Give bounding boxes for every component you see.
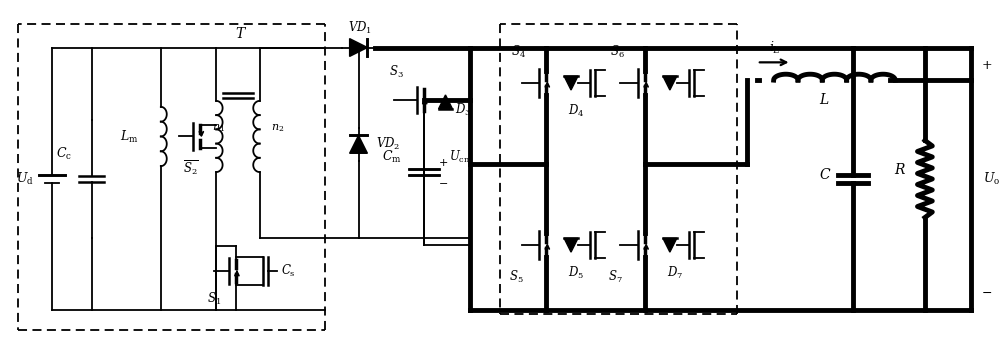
Polygon shape bbox=[663, 238, 677, 252]
Text: $D_5$: $D_5$ bbox=[568, 265, 584, 281]
Polygon shape bbox=[564, 238, 578, 252]
Text: $-$: $-$ bbox=[438, 177, 449, 187]
Text: $VD_1$: $VD_1$ bbox=[348, 20, 373, 36]
Text: $L$: $L$ bbox=[819, 92, 830, 107]
Text: $C_{\rm m}$: $C_{\rm m}$ bbox=[382, 149, 402, 165]
Text: $C$: $C$ bbox=[819, 166, 831, 182]
Text: $D_7$: $D_7$ bbox=[667, 265, 683, 281]
Text: $S_6$: $S_6$ bbox=[610, 44, 625, 59]
Text: $U_{\rm cm}$: $U_{\rm cm}$ bbox=[449, 149, 473, 165]
Text: $S_7$: $S_7$ bbox=[608, 269, 623, 285]
Text: $S_4$: $S_4$ bbox=[511, 44, 526, 59]
Polygon shape bbox=[564, 76, 578, 90]
Text: $C_{\rm c}$: $C_{\rm c}$ bbox=[56, 146, 72, 162]
Polygon shape bbox=[350, 39, 367, 56]
Text: $S_1$: $S_1$ bbox=[207, 291, 221, 307]
Polygon shape bbox=[350, 136, 367, 153]
Text: $i_{\rm L}$: $i_{\rm L}$ bbox=[769, 39, 780, 56]
Text: $R$: $R$ bbox=[894, 161, 906, 177]
Text: $VD_2$: $VD_2$ bbox=[376, 136, 400, 153]
Text: $S_5$: $S_5$ bbox=[509, 269, 524, 285]
Text: $D_4$: $D_4$ bbox=[568, 103, 584, 119]
Text: $T$: $T$ bbox=[235, 26, 247, 41]
Text: $n_2$: $n_2$ bbox=[271, 123, 284, 135]
Text: $\overline{S_2}$: $\overline{S_2}$ bbox=[183, 159, 198, 177]
Polygon shape bbox=[663, 76, 677, 90]
Text: $D_3$: $D_3$ bbox=[455, 102, 471, 118]
Polygon shape bbox=[439, 95, 452, 109]
Text: $n_1$: $n_1$ bbox=[212, 123, 225, 135]
Text: $-$: $-$ bbox=[981, 286, 992, 299]
Text: $S_3$: $S_3$ bbox=[389, 64, 403, 80]
Text: $+$: $+$ bbox=[981, 59, 992, 72]
Text: $U_{\rm d}$: $U_{\rm d}$ bbox=[16, 171, 33, 187]
Text: $L_{\rm m}$: $L_{\rm m}$ bbox=[120, 129, 138, 144]
Text: $U_{\rm o}$: $U_{\rm o}$ bbox=[983, 171, 1000, 187]
Text: $+$: $+$ bbox=[438, 157, 449, 168]
Text: $C_{\rm s}$: $C_{\rm s}$ bbox=[281, 263, 296, 279]
